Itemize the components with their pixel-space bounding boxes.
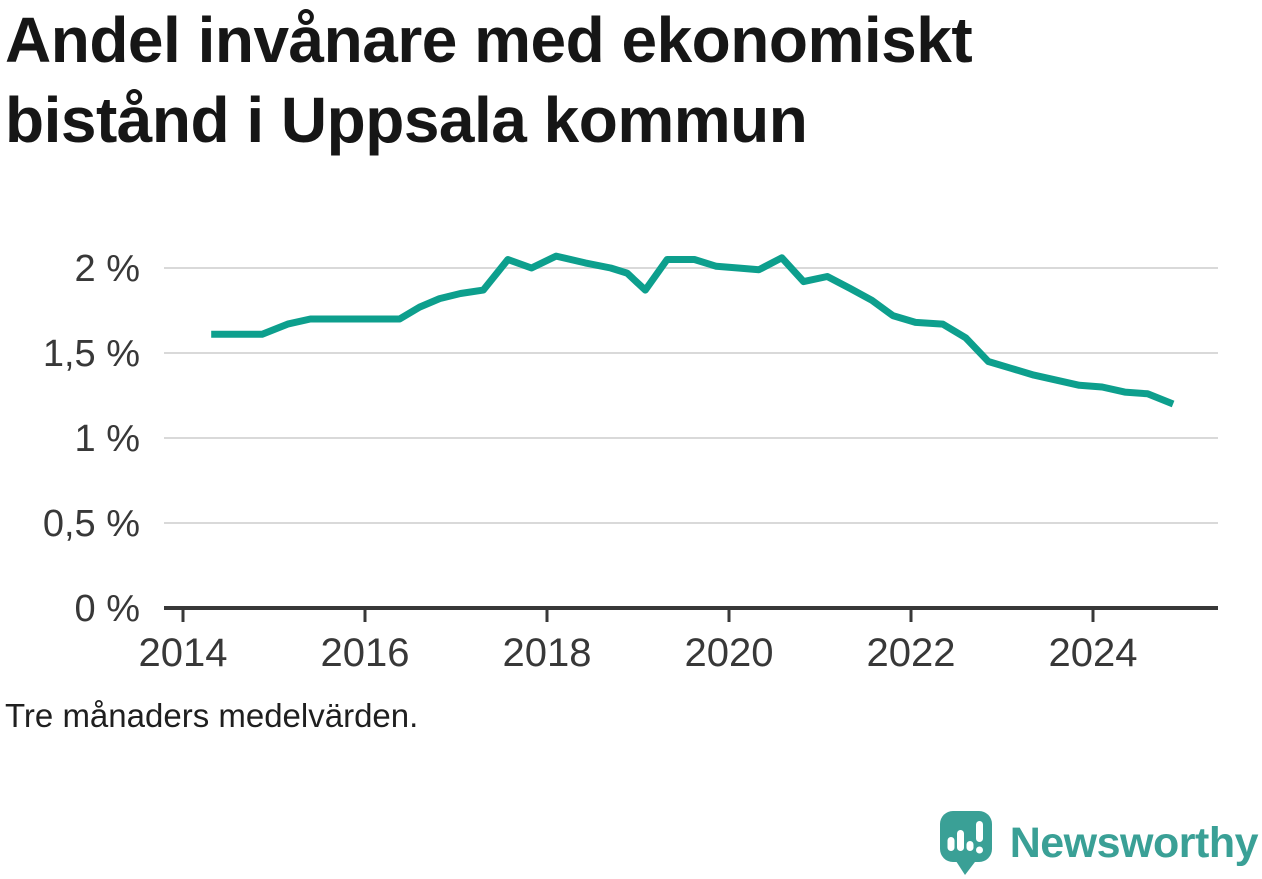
x-axis-tick-label: 2022 — [867, 631, 956, 675]
newsworthy-bubble-chart-icon — [939, 811, 992, 875]
branding: Newsworthy — [939, 810, 1259, 876]
x-axis-tick-label: 2014 — [139, 631, 228, 675]
x-axis-tick-label: 2020 — [685, 631, 774, 675]
y-axis-tick-label: 0 % — [75, 588, 140, 630]
chart-footnote: Tre månaders medelvärden. — [5, 697, 419, 734]
x-axis-tick-label: 2018 — [503, 631, 592, 675]
y-axis-tick-label: 2 % — [75, 248, 140, 290]
page-title: Andel invånare med ekonomiskt bistånd i … — [5, 4, 973, 156]
logo-bars — [947, 821, 983, 854]
y-axis-tick-label: 1 % — [75, 418, 140, 460]
y-axis-tick-label: 1,5 % — [43, 333, 140, 375]
brand-name: Newsworthy — [1009, 818, 1259, 867]
y-axis-tick-label: 0,5 % — [43, 503, 140, 545]
data-line — [211, 252, 1175, 408]
x-axis-tick-label: 2024 — [1049, 631, 1138, 675]
x-axis-tick-label: 2016 — [321, 631, 410, 675]
